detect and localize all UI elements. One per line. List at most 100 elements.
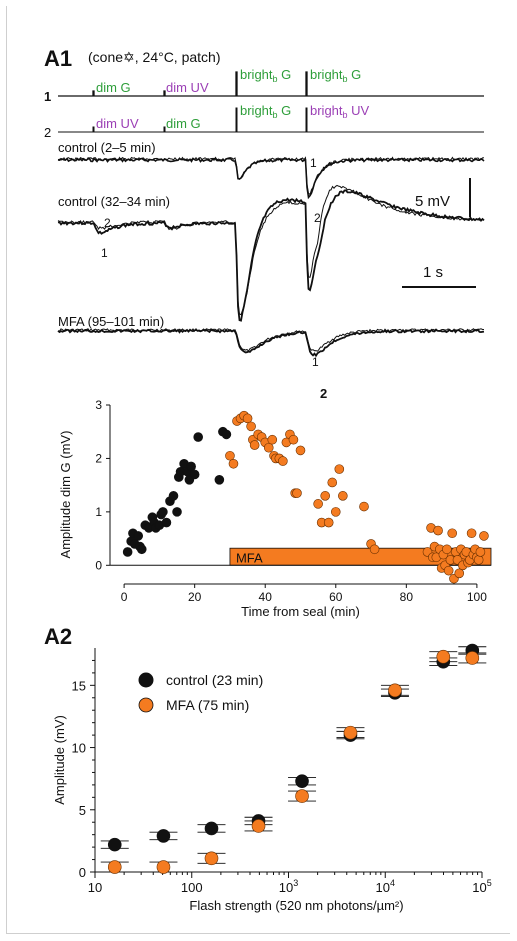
data-point-control [122, 547, 133, 557]
data-point-control [214, 475, 225, 485]
data-marker [388, 683, 402, 698]
data-point-mfa [278, 456, 288, 466]
x-tick-label: 10 [88, 880, 102, 895]
amplitude-flash-xlabel: Flash strength (520 nm photons/µm²) [189, 898, 403, 913]
data-point-mfa [225, 450, 235, 461]
mfa-bar-label: MFA [236, 550, 263, 565]
trace-label-control-late: control (32–34 min) [58, 194, 170, 209]
trace-1-mfa [57, 328, 485, 358]
data-point-control [186, 461, 196, 472]
x-tick-label: 80 [400, 590, 414, 604]
trace-2-mfa [58, 327, 484, 352]
legend-marker-mfa [138, 697, 154, 713]
protocol-row-1: 1 dim G dim UV brightb G brightb G [44, 67, 484, 104]
data-point-mfa [330, 507, 341, 517]
protocol-row-1-number: 1 [44, 89, 51, 104]
marker-2-mfa: 2 [320, 386, 327, 401]
voltage-scale-label: 5 mV [415, 193, 450, 210]
x-tick-label: 105 [472, 878, 491, 895]
trace-1-early [57, 157, 485, 200]
x-tick-label: 103 [279, 878, 298, 895]
x-tick-label: 20 [188, 590, 202, 604]
data-point-mfa [442, 544, 452, 555]
amplitude-time-ylabel: Amplitude dim G (mV) [58, 431, 73, 559]
data-point-control [189, 469, 200, 480]
condition-label: (cone✡, 24°C, patch) [88, 49, 221, 65]
protocol-row-2-line [58, 107, 484, 133]
trace-label-control-early: control (2–5 min) [58, 140, 156, 155]
y-tick-label: 5 [79, 803, 86, 818]
y-tick-label: 15 [72, 678, 86, 693]
amplitude-flash-points [100, 643, 487, 874]
data-marker [251, 819, 266, 833]
data-point-mfa [454, 568, 465, 579]
data-point-mfa [295, 445, 306, 456]
data-point-mfa [320, 491, 330, 501]
data-marker [295, 774, 309, 788]
data-point-mfa [475, 547, 486, 557]
x-tick-label: 60 [329, 590, 343, 604]
panel-a1-label: A1 [44, 46, 72, 71]
data-marker [107, 860, 122, 874]
data-marker [295, 789, 309, 803]
protocol-row-1-stim-3: brightb G [240, 67, 291, 84]
protocol-row-1-line [58, 71, 484, 97]
y-tick-label: 2 [95, 451, 102, 465]
x-tick-label: 100 [181, 880, 203, 895]
data-point-mfa [323, 517, 334, 528]
data-marker [156, 860, 171, 874]
y-tick-label: 0 [79, 865, 86, 880]
x-tick-label: 104 [376, 878, 395, 895]
data-point-mfa [327, 477, 338, 488]
amplitude-time-axes: 0 1 2 3 0 20 40 60 80 100 [95, 398, 491, 604]
protocol-row-1-stim-1: dim G [96, 80, 131, 95]
data-point-control [197, 821, 226, 836]
data-point-control [149, 829, 178, 843]
data-point-mfa [292, 488, 302, 498]
protocol-row-1-stim-4: brightb G [310, 67, 361, 84]
marker-1-mfa: 1 [312, 355, 319, 369]
data-point-mfa [244, 819, 273, 833]
data-point-mfa [267, 434, 278, 445]
y-tick-label: 1 [95, 505, 102, 519]
data-point-control [158, 507, 168, 517]
y-tick-label: 10 [72, 741, 86, 756]
data-marker [107, 837, 122, 852]
data-point-mfa [473, 555, 484, 565]
data-point-mfa [100, 860, 129, 874]
data-marker [343, 725, 358, 740]
protocol-row-2-stim-4: brightb UV [310, 103, 370, 120]
panel-a2-label: A2 [44, 624, 72, 649]
trace-group-mfa: 1 2 [57, 327, 485, 401]
data-point-mfa [313, 499, 323, 509]
legend-marker-control [138, 672, 154, 688]
data-point-mfa [443, 565, 454, 576]
x-tick-label: 100 [467, 590, 487, 604]
data-point-mfa [288, 434, 299, 445]
data-marker [204, 851, 219, 866]
trace-1-late [57, 189, 485, 322]
trace-2-early [57, 156, 485, 196]
data-point-mfa [338, 491, 348, 501]
data-point-control [161, 517, 172, 528]
y-tick-label: 3 [95, 398, 102, 412]
marker-2-late: 2 [104, 216, 111, 230]
data-point-control [288, 774, 317, 788]
legend-label-mfa: MFA (75 min) [166, 697, 249, 713]
amplitude-flash-plot: 0 5 10 15 10 100 103 104 105 control (23 min) MF… [52, 643, 492, 913]
data-point-mfa [433, 525, 443, 536]
legend-label-control: control (23 min) [166, 672, 263, 688]
protocol-row-2-stim-1: dim UV [96, 116, 139, 131]
data-point-mfa [336, 725, 365, 740]
data-point-mfa [249, 440, 260, 450]
protocol-row-1-stim-2: dim UV [166, 80, 209, 95]
data-point-mfa [263, 442, 274, 453]
data-point-mfa [228, 458, 239, 469]
data-point-control [133, 531, 144, 541]
marker-2-early: 2 [314, 211, 321, 225]
data-point-mfa [479, 531, 489, 541]
data-point-control [100, 837, 129, 852]
panel-a2: A2 0 5 10 15 10 100 103 104 105 control (23 min)… [44, 624, 492, 913]
y-tick-label: 0 [95, 558, 102, 572]
trace-group-control-late: 2 1 [57, 184, 485, 322]
